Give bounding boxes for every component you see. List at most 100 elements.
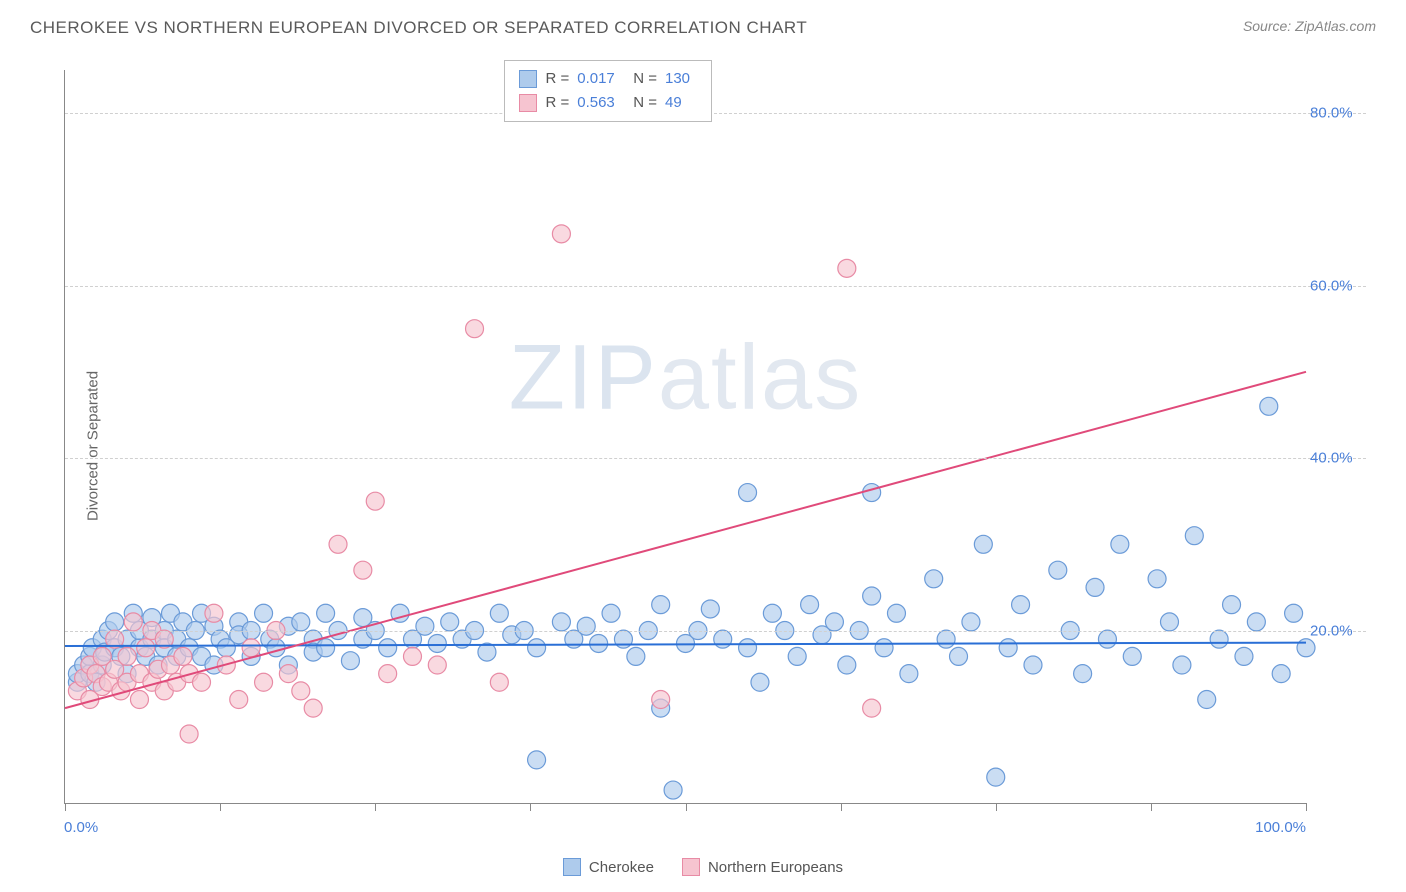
scatter-svg (65, 70, 1306, 803)
stat-n-value: 130 (665, 67, 697, 91)
scatter-point (602, 604, 620, 622)
scatter-point (664, 781, 682, 799)
scatter-point (825, 613, 843, 631)
scatter-point (1223, 596, 1241, 614)
scatter-point (950, 647, 968, 665)
scatter-point (1111, 535, 1129, 553)
y-tick-label: 60.0% (1310, 277, 1370, 294)
x-tick (375, 803, 376, 811)
scatter-point (1235, 647, 1253, 665)
scatter-point (292, 613, 310, 631)
legend-swatch (682, 858, 700, 876)
scatter-point (1285, 604, 1303, 622)
scatter-point (863, 587, 881, 605)
scatter-point (174, 647, 192, 665)
scatter-point (863, 484, 881, 502)
scatter-point (366, 492, 384, 510)
x-axis-labels: 0.0% 100.0% (64, 812, 1306, 836)
scatter-point (403, 647, 421, 665)
scatter-point (552, 613, 570, 631)
bottom-legend: Cherokee Northern Europeans (0, 858, 1406, 876)
scatter-point (875, 639, 893, 657)
scatter-point (714, 630, 732, 648)
scatter-point (1210, 630, 1228, 648)
scatter-point (1297, 639, 1315, 657)
scatter-point (118, 647, 136, 665)
x-tick (530, 803, 531, 811)
grid-line (65, 458, 1366, 459)
scatter-point (329, 535, 347, 553)
x-axis-max-label: 100.0% (1255, 819, 1306, 836)
scatter-point (193, 673, 211, 691)
scatter-point (900, 665, 918, 683)
scatter-point (124, 613, 142, 631)
scatter-point (788, 647, 806, 665)
scatter-point (341, 652, 359, 670)
stat-r-label: R = (545, 91, 569, 115)
scatter-point (751, 673, 769, 691)
scatter-point (1198, 691, 1216, 709)
scatter-point (1024, 656, 1042, 674)
scatter-point (379, 665, 397, 683)
scatter-point (987, 768, 1005, 786)
series-swatch (519, 94, 537, 112)
x-tick (841, 803, 842, 811)
scatter-point (739, 484, 757, 502)
scatter-point (317, 604, 335, 622)
scatter-point (763, 604, 781, 622)
scatter-point (180, 725, 198, 743)
scatter-point (279, 665, 297, 683)
scatter-point (304, 699, 322, 717)
scatter-point (1247, 613, 1265, 631)
plot-area: ZIPatlas 20.0%40.0%60.0%80.0% (64, 70, 1306, 804)
scatter-point (230, 691, 248, 709)
scatter-point (106, 613, 124, 631)
scatter-point (490, 673, 508, 691)
series-swatch (519, 70, 537, 88)
scatter-point (354, 561, 372, 579)
legend-label: Cherokee (589, 859, 654, 876)
chart-title: CHEROKEE VS NORTHERN EUROPEAN DIVORCED O… (30, 18, 807, 38)
scatter-point (552, 225, 570, 243)
source-attribution: Source: ZipAtlas.com (1243, 18, 1376, 34)
legend-label: Northern Europeans (708, 859, 843, 876)
scatter-point (267, 639, 285, 657)
scatter-point (801, 596, 819, 614)
stat-r-label: R = (545, 67, 569, 91)
y-tick-label: 80.0% (1310, 105, 1370, 122)
y-tick-label: 20.0% (1310, 622, 1370, 639)
x-tick (1306, 803, 1307, 811)
scatter-point (130, 691, 148, 709)
legend-item: Northern Europeans (682, 858, 843, 876)
grid-line (65, 631, 1366, 632)
scatter-point (1160, 613, 1178, 631)
scatter-point (428, 634, 446, 652)
scatter-point (428, 656, 446, 674)
legend-item: Cherokee (563, 858, 654, 876)
source-link[interactable]: ZipAtlas.com (1295, 18, 1376, 34)
stats-row: R = 0.563N = 49 (519, 91, 697, 115)
scatter-point (701, 600, 719, 618)
stat-r-value: 0.563 (577, 91, 625, 115)
scatter-point (1012, 596, 1030, 614)
grid-line (65, 113, 1366, 114)
chart-container: Divorced or Separated ZIPatlas 20.0%40.0… (48, 60, 1316, 832)
scatter-point (652, 596, 670, 614)
scatter-point (1086, 578, 1104, 596)
scatter-point (137, 639, 155, 657)
scatter-point (1173, 656, 1191, 674)
scatter-point (577, 617, 595, 635)
scatter-point (1260, 397, 1278, 415)
scatter-point (255, 604, 273, 622)
scatter-point (739, 639, 757, 657)
scatter-point (379, 639, 397, 657)
scatter-point (925, 570, 943, 588)
scatter-point (1123, 647, 1141, 665)
scatter-point (292, 682, 310, 700)
scatter-point (999, 639, 1017, 657)
scatter-point (974, 535, 992, 553)
scatter-point (528, 751, 546, 769)
scatter-point (1049, 561, 1067, 579)
scatter-point (205, 604, 223, 622)
stat-n-value: 49 (665, 91, 697, 115)
